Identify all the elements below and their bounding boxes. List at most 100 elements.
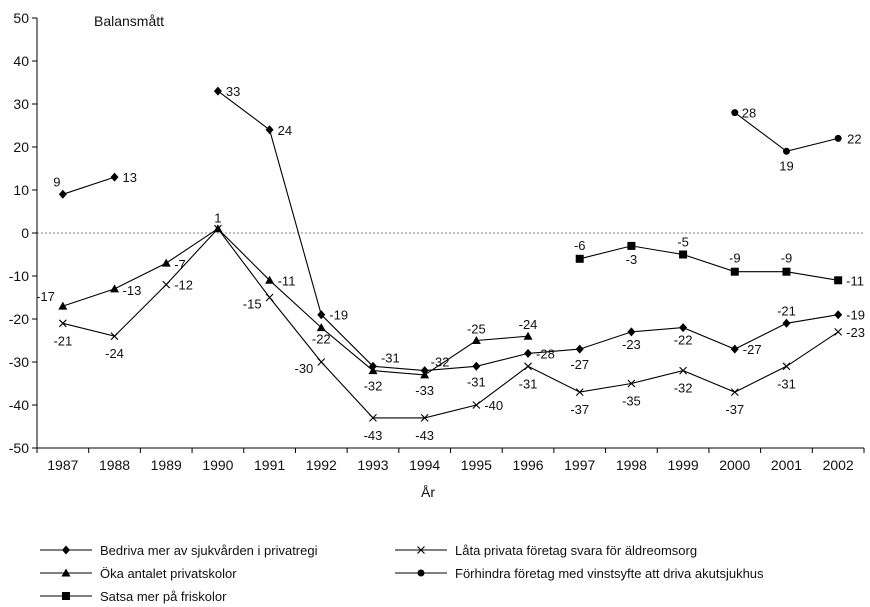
- series-line: [62, 227, 839, 419]
- data-point: [730, 388, 739, 396]
- y-tick-label: 0: [21, 225, 29, 241]
- data-point: [782, 147, 790, 155]
- data-label: -32: [364, 379, 383, 394]
- data-point: [627, 327, 636, 337]
- data-point: [110, 284, 120, 293]
- data-label: -31: [381, 350, 400, 365]
- series-line: [579, 245, 839, 281]
- y-tick-label: 40: [13, 53, 29, 69]
- x-tick-label: 1994: [409, 457, 440, 473]
- legend-item-akutsjukhus: Förhindra företag med vinstsyfte att dri…: [395, 566, 764, 581]
- legend-label: Öka antalet privatskolor: [100, 566, 237, 581]
- data-point: [575, 344, 584, 354]
- data-label: 22: [847, 131, 861, 146]
- data-label: -35: [622, 394, 641, 409]
- legend-marker: [417, 546, 425, 554]
- data-label: -11: [846, 273, 864, 288]
- x-tick-label: 1991: [254, 457, 285, 473]
- data-label: -32: [674, 381, 693, 396]
- data-label: -5: [677, 235, 689, 250]
- legend-item-friskolor: Satsa mer på friskolor: [40, 589, 227, 604]
- data-point: [575, 254, 584, 263]
- data-label: -11: [278, 273, 296, 288]
- data-label: 24: [278, 123, 292, 138]
- data-point: [58, 189, 67, 199]
- series-aldreomsorg: -21 -24 -12 -15 -30 -43 -43 -40 -31 -37 -35 -32 -37 -…: [53, 224, 865, 443]
- data-label: -19: [329, 308, 348, 323]
- y-tick-label: -40: [9, 397, 29, 413]
- data-point: [834, 134, 842, 142]
- data-point: [58, 319, 67, 328]
- series-privatskolor: -17 -13 -7 1 -11 -22 -32 -33 -25 -24: [36, 211, 537, 398]
- data-label: -24: [105, 346, 124, 361]
- data-point: [782, 362, 791, 371]
- data-label: 28: [742, 106, 756, 121]
- x-tick-label: 1995: [461, 457, 492, 473]
- data-label: -21: [53, 333, 72, 348]
- x-tick-label: 1992: [306, 457, 337, 473]
- data-point: [524, 348, 533, 358]
- x-tick-label: 2002: [823, 457, 854, 473]
- data-label: -28: [536, 346, 555, 361]
- data-point: [834, 328, 843, 336]
- data-point: [265, 125, 274, 135]
- data-label: -33: [415, 383, 434, 398]
- data-label: -13: [123, 283, 142, 298]
- x-tick-label: 1990: [202, 457, 233, 473]
- x-tick-label: 1999: [668, 457, 699, 473]
- data-point: [679, 250, 688, 259]
- legend-marker: [62, 545, 70, 555]
- data-label: 1: [214, 211, 221, 226]
- legend-marker: [417, 569, 425, 577]
- x-tick-label: 1996: [512, 457, 543, 473]
- data-point: [730, 267, 739, 276]
- data-point: [782, 267, 791, 276]
- x-tick-label: 2000: [719, 457, 750, 473]
- legend-item-sjukvard: Bedriva mer av sjukvården i privatregi: [40, 543, 318, 558]
- data-point: [782, 318, 791, 328]
- data-label: -22: [674, 333, 693, 348]
- data-label: -24: [519, 317, 538, 332]
- data-point: [472, 401, 481, 409]
- legend-label: Förhindra företag med vinstsyfte att dri…: [455, 566, 764, 581]
- x-tick-label: 2001: [771, 457, 802, 473]
- data-label: -15: [243, 297, 262, 312]
- data-label: 19: [779, 158, 793, 173]
- data-label: -40: [484, 398, 503, 413]
- data-point: [834, 276, 843, 285]
- data-label: -12: [174, 278, 193, 293]
- data-point: [369, 414, 377, 422]
- data-label: -37: [570, 402, 589, 417]
- data-label: -19: [846, 308, 865, 323]
- data-label: -32: [431, 355, 450, 370]
- data-point: [110, 332, 119, 341]
- data-point: [472, 361, 481, 371]
- data-point: [679, 366, 687, 375]
- legend-marker: [61, 568, 71, 577]
- data-label: -3: [626, 252, 638, 267]
- data-label: -31: [467, 374, 486, 389]
- x-tick-label: 1998: [616, 457, 647, 473]
- data-label: -27: [570, 357, 589, 372]
- data-point: [679, 323, 688, 333]
- data-point: [730, 344, 739, 354]
- x-tick-label: 1987: [47, 457, 78, 473]
- data-point: [265, 275, 275, 284]
- data-point: [110, 172, 119, 182]
- data-point: [368, 366, 378, 375]
- legend-marker: [62, 592, 70, 600]
- data-label: -30: [294, 361, 313, 376]
- data-label: -43: [415, 428, 434, 443]
- data-label: 33: [226, 84, 240, 99]
- legend: Bedriva mer av sjukvården i privatregi Ök…: [40, 543, 764, 604]
- data-point: [316, 323, 326, 332]
- x-tick-label: 1997: [564, 457, 595, 473]
- data-label: -9: [781, 251, 793, 266]
- data-point: [214, 224, 222, 233]
- data-label: -22: [312, 332, 331, 347]
- data-label: 13: [123, 170, 137, 185]
- y-tick-label: -30: [9, 354, 29, 370]
